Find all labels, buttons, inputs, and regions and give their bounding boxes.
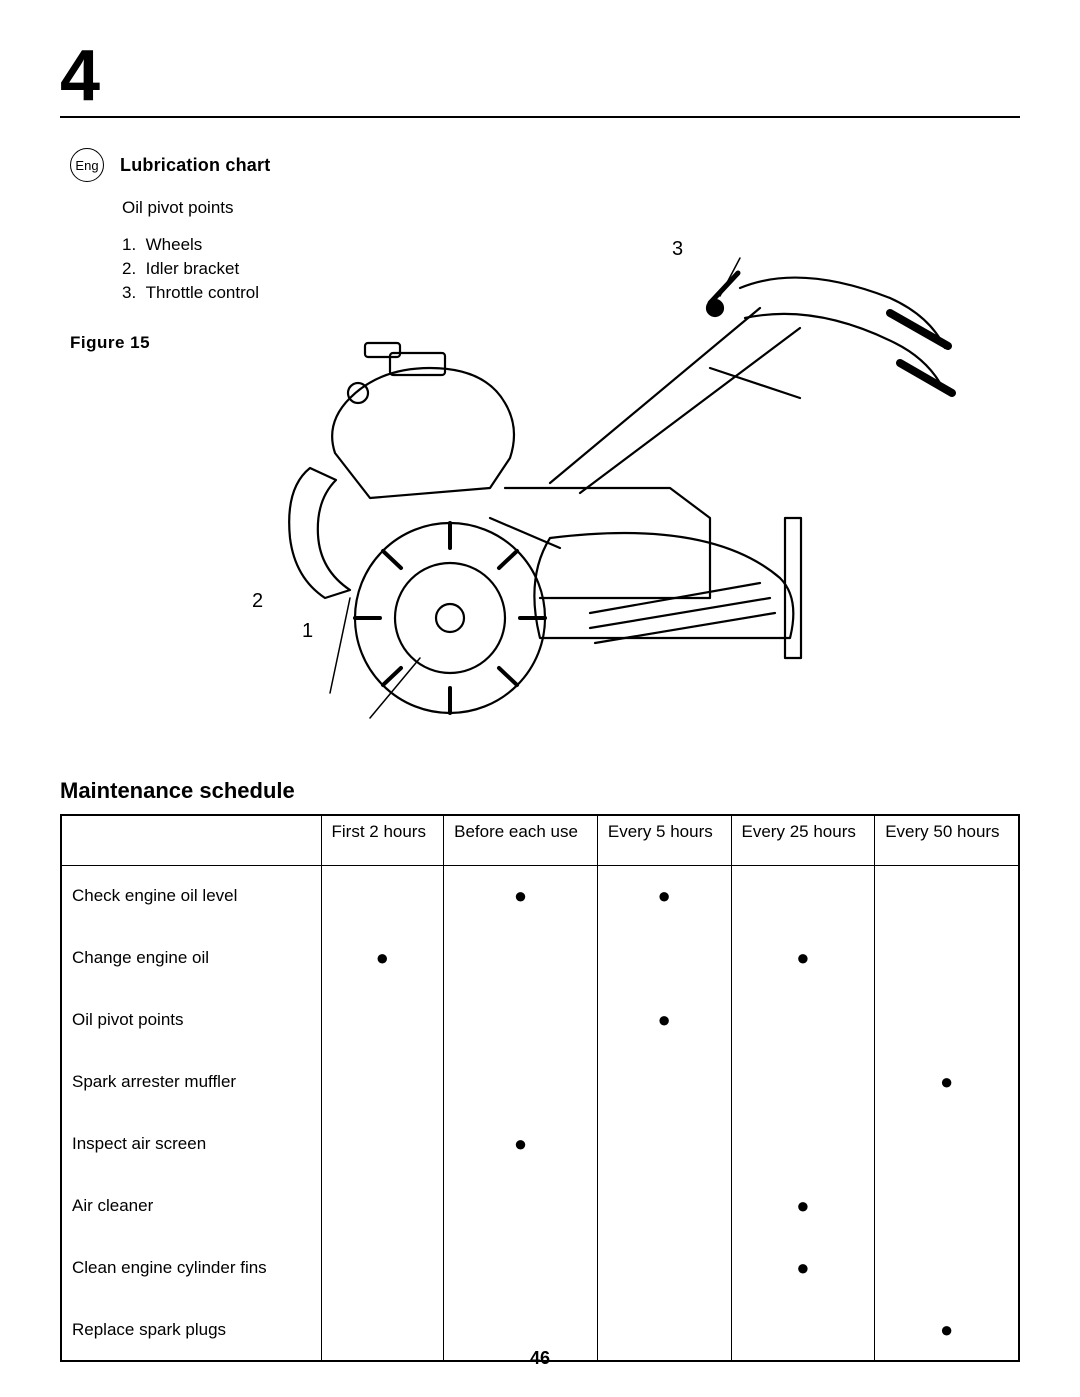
mark-cell	[321, 1175, 444, 1237]
page-number: 46	[0, 1348, 1080, 1369]
col-header: Every 25 hours	[731, 815, 875, 865]
mark-cell	[875, 865, 1019, 927]
mark-cell	[597, 1113, 731, 1175]
list-item-label: Wheels	[146, 235, 203, 254]
mark-cell	[875, 1113, 1019, 1175]
mark-cell	[444, 989, 598, 1051]
lubrication-section: Eng Lubrication chart Oil pivot points 1…	[60, 148, 1020, 748]
mark-cell	[597, 1237, 731, 1299]
task-cell: Change engine oil	[61, 927, 321, 989]
chapter-number: 4	[60, 40, 1020, 112]
mark-cell	[875, 1237, 1019, 1299]
mark-cell: ●	[444, 1113, 598, 1175]
col-header: Before each use	[444, 815, 598, 865]
task-cell: Check engine oil level	[61, 865, 321, 927]
page: 4 Eng Lubrication chart Oil pivot points…	[0, 0, 1080, 1397]
task-cell: Air cleaner	[61, 1175, 321, 1237]
maintenance-schedule-table: First 2 hours Before each use Every 5 ho…	[60, 814, 1020, 1362]
mark-cell: ●	[444, 865, 598, 927]
table-row: Spark arrester muffler ●	[61, 1051, 1019, 1113]
mark-cell	[444, 927, 598, 989]
mark-cell	[597, 1175, 731, 1237]
task-cell: Inspect air screen	[61, 1113, 321, 1175]
col-header: Every 50 hours	[875, 815, 1019, 865]
mark-cell: ●	[731, 927, 875, 989]
mark-cell	[597, 1051, 731, 1113]
mark-cell	[597, 927, 731, 989]
mark-cell	[875, 927, 1019, 989]
callout-3: 3	[672, 238, 683, 261]
mark-cell	[321, 1113, 444, 1175]
schedule-heading: Maintenance schedule	[60, 778, 1020, 804]
mark-cell	[731, 1051, 875, 1113]
task-cell: Oil pivot points	[61, 989, 321, 1051]
mark-cell	[731, 989, 875, 1051]
mark-cell	[444, 1051, 598, 1113]
col-header: Every 5 hours	[597, 815, 731, 865]
lubrication-subtitle: Oil pivot points	[122, 198, 1020, 218]
mark-cell	[321, 1051, 444, 1113]
col-header	[61, 815, 321, 865]
mark-cell	[731, 865, 875, 927]
mark-cell: ●	[597, 865, 731, 927]
mark-cell	[875, 1175, 1019, 1237]
mark-cell	[444, 1175, 598, 1237]
lubrication-title: Lubrication chart	[120, 155, 270, 176]
table-row: Oil pivot points ●	[61, 989, 1019, 1051]
callout-1: 1	[302, 620, 313, 643]
table-row: Air cleaner ●	[61, 1175, 1019, 1237]
list-item-label: Idler bracket	[146, 259, 240, 278]
task-cell: Clean engine cylinder fins	[61, 1237, 321, 1299]
mark-cell	[875, 989, 1019, 1051]
table-row: Change engine oil●●	[61, 927, 1019, 989]
mark-cell	[321, 1237, 444, 1299]
language-badge: Eng	[70, 148, 104, 182]
mark-cell: ●	[731, 1175, 875, 1237]
callout-2: 2	[252, 590, 263, 613]
table-row: Check engine oil level ●●	[61, 865, 1019, 927]
tiller-diagram	[240, 218, 960, 738]
mark-cell: ●	[875, 1051, 1019, 1113]
mark-cell: ●	[597, 989, 731, 1051]
table-row: Clean engine cylinder fins ●	[61, 1237, 1019, 1299]
table-row: Inspect air screen ●	[61, 1113, 1019, 1175]
mark-cell	[444, 1237, 598, 1299]
mark-cell: ●	[731, 1237, 875, 1299]
mark-cell: ●	[321, 927, 444, 989]
mark-cell	[321, 865, 444, 927]
task-cell: Spark arrester muffler	[61, 1051, 321, 1113]
col-header: First 2 hours	[321, 815, 444, 865]
header-rule	[60, 116, 1020, 118]
mark-cell	[321, 989, 444, 1051]
lubrication-header: Eng Lubrication chart	[70, 148, 1020, 182]
mark-cell	[731, 1113, 875, 1175]
